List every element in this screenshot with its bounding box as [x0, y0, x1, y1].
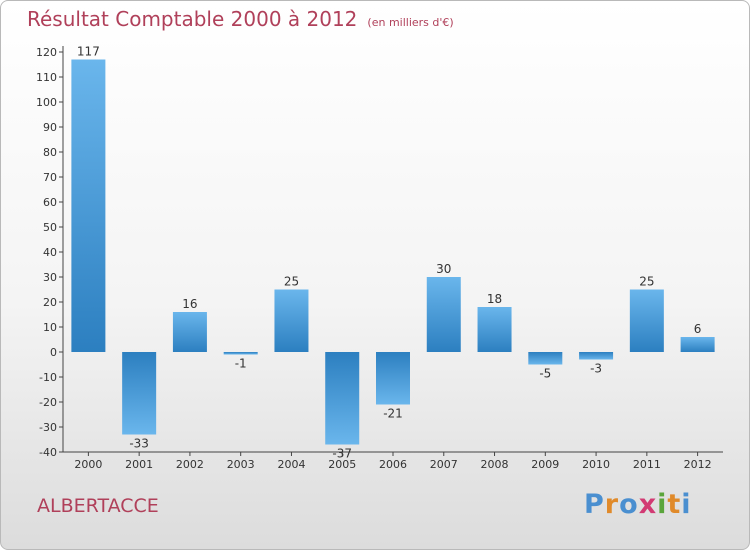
y-tick-label: -30 [39, 421, 57, 434]
commune-name: ALBERTACCE [37, 495, 159, 517]
bar [274, 289, 309, 352]
y-tick-label: 80 [43, 146, 57, 159]
x-tick-label: 2005 [328, 458, 356, 471]
y-tick-label: 100 [36, 96, 57, 109]
chart-subtitle: (en milliers d'€) [367, 16, 454, 29]
data-label: 16 [182, 297, 197, 311]
bar [426, 277, 461, 352]
x-tick-label: 2000 [74, 458, 102, 471]
data-label: 25 [284, 275, 299, 289]
logo-letter: i [681, 489, 692, 520]
logo-letter: i [657, 489, 668, 520]
x-tick-label: 2011 [633, 458, 661, 471]
proxiti-logo: Proxiti [584, 489, 692, 520]
logo-letter: o [619, 489, 639, 520]
y-tick-label: 30 [43, 271, 57, 284]
chart-title: Résultat Comptable 2000 à 2012 [27, 7, 358, 31]
y-tick-label: 90 [43, 121, 57, 134]
x-tick-label: 2002 [176, 458, 204, 471]
chart-value-labels: 117 -33 16 -1 25 -37 -21 30 18 -5 -3 25 6 [77, 45, 702, 461]
logo-letter: P [584, 489, 605, 520]
logo-letter: x [638, 489, 658, 520]
chart-title-block: Résultat Comptable 2000 à 2012 (en millie… [27, 7, 454, 31]
y-tick-label: -10 [39, 371, 57, 384]
bar [680, 337, 715, 352]
bar [579, 352, 614, 360]
y-tick-label: 110 [36, 71, 57, 84]
x-tick-label: 2007 [430, 458, 458, 471]
x-tick-label: 2012 [684, 458, 712, 471]
x-tick-label: 2003 [227, 458, 255, 471]
data-label: -5 [539, 367, 551, 381]
bar [376, 352, 410, 405]
data-label: -21 [383, 407, 403, 421]
bar [71, 59, 106, 352]
x-tick-label: 2010 [582, 458, 610, 471]
bar [223, 352, 258, 355]
data-label: -1 [235, 357, 247, 371]
bar [122, 352, 157, 435]
data-label: 25 [639, 275, 654, 289]
bar [172, 312, 207, 352]
y-tick-label: 50 [43, 221, 57, 234]
data-label: 117 [77, 45, 100, 59]
data-label: 30 [436, 262, 451, 276]
y-tick-label: 70 [43, 171, 57, 184]
data-label: -3 [590, 362, 602, 376]
y-tick-label: 0 [50, 346, 57, 359]
bar [477, 307, 512, 352]
y-tick-label: -40 [39, 446, 57, 459]
data-label: 6 [694, 322, 702, 336]
y-tick-label: 10 [43, 321, 57, 334]
logo-letter: t [667, 489, 682, 520]
chart-axes: -40 -30 -20 -10 0 10 20 30 40 50 60 70 80 90 100 110 120… [36, 46, 723, 471]
data-label: -33 [129, 437, 149, 451]
bar [629, 289, 664, 352]
x-tick-label: 2001 [125, 458, 153, 471]
bar [325, 352, 360, 445]
x-tick-label: 2004 [277, 458, 305, 471]
y-tick-label: 60 [43, 196, 57, 209]
y-tick-label: 40 [43, 246, 57, 259]
y-tick-label: 120 [36, 46, 57, 59]
logo-letter: r [604, 489, 620, 520]
x-tick-label: 2009 [531, 458, 559, 471]
x-tick-label: 2006 [379, 458, 407, 471]
data-label: -37 [332, 447, 352, 461]
y-tick-label: 20 [43, 296, 57, 309]
data-label: 18 [487, 292, 502, 306]
bar [528, 352, 563, 365]
chart-bars [71, 59, 715, 445]
x-tick-label: 2008 [481, 458, 509, 471]
y-tick-label: -20 [39, 396, 57, 409]
